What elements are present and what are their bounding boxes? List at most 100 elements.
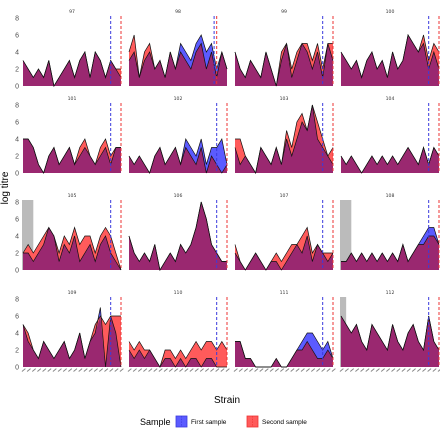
x-tick-label — [249, 368, 254, 372]
line-second-sample — [341, 235, 440, 263]
x-tick-label — [114, 368, 119, 372]
x-tick-label — [370, 368, 375, 372]
y-tick-label: 8 — [15, 199, 19, 206]
x-tick-label — [295, 368, 300, 372]
line-first-sample — [128, 34, 228, 78]
line-second-sample — [340, 34, 440, 79]
panel-strip-label: 98 — [175, 9, 181, 15]
x-tick-label — [98, 368, 104, 372]
line-second-sample — [23, 138, 121, 174]
area-overlap — [235, 341, 333, 367]
x-tick-label — [210, 368, 215, 372]
x-tick-label — [290, 368, 295, 372]
panel-strip-label: 99 — [281, 9, 287, 15]
area-overlap — [129, 350, 227, 367]
y-tick-label: 6 — [15, 216, 19, 223]
line-second-sample — [234, 226, 333, 271]
panel-99: 99 — [234, 9, 334, 87]
panel-strip-label: 110 — [174, 290, 183, 296]
x-tick-label — [57, 368, 62, 372]
area-overlap — [23, 227, 121, 270]
x-tick-label — [174, 368, 179, 372]
area-overlap — [341, 236, 439, 270]
x-tick-label — [52, 368, 57, 372]
panel-97: 97 0 2 4 6 8 — [15, 9, 122, 90]
panel-112: 112 — [339, 290, 440, 372]
panel-105: 105 0 2 4 6 8 — [15, 193, 122, 274]
y-tick-label: 0 — [15, 83, 19, 90]
y-tick-label: 4 — [15, 136, 19, 143]
area-overlap — [129, 202, 227, 270]
panel-110: 110 — [127, 290, 230, 372]
x-tick-label — [285, 368, 290, 372]
x-tick-label — [148, 368, 153, 372]
panel-strip-label: 107 — [280, 193, 289, 199]
y-tick-label: 8 — [15, 296, 19, 303]
x-tick-label — [316, 368, 321, 372]
x-tick-label — [168, 368, 173, 372]
legend-title: Sample — [140, 417, 171, 427]
y-tick-label: 4 — [15, 49, 19, 56]
legend: Sample First sample Second sample — [140, 415, 307, 428]
panel-strip-label: 100 — [386, 9, 395, 15]
line-second-sample — [22, 226, 122, 271]
x-tick-label — [26, 368, 31, 372]
panel-106: 106 — [128, 193, 228, 271]
x-tick-label — [83, 368, 88, 372]
y-axis-title: log titre — [0, 171, 11, 204]
x-tick-label — [88, 368, 93, 372]
panel-102: 102 — [128, 96, 228, 174]
line-first-sample — [23, 226, 122, 271]
panel-100: 100 — [340, 9, 440, 86]
x-tick-label — [31, 368, 37, 372]
area-overlap — [341, 316, 439, 367]
y-tick-label: 0 — [15, 267, 19, 274]
area-overlap — [341, 35, 439, 86]
panel-strip-label: 106 — [174, 193, 183, 199]
x-tick-label — [349, 368, 355, 372]
x-tick-label — [47, 368, 52, 372]
line-second-sample — [340, 315, 440, 352]
x-tick-label — [78, 368, 83, 372]
x-tick-label — [243, 368, 249, 372]
x-tick-label — [321, 368, 326, 372]
x-tick-label — [194, 368, 199, 372]
area-overlap — [235, 236, 333, 270]
x-tick-label — [305, 368, 310, 372]
x-tick-label — [158, 368, 163, 372]
x-tick-label — [259, 368, 264, 372]
x-tick-label — [375, 368, 380, 372]
x-tick-label — [109, 368, 114, 372]
panel-strip-label: 111 — [280, 290, 289, 296]
panel-strip-label: 108 — [386, 193, 395, 199]
y-tick-label: 2 — [15, 250, 19, 257]
x-tick-label — [21, 368, 26, 372]
x-tick-label — [422, 368, 427, 372]
panel-strip-label: 97 — [69, 9, 75, 15]
x-tick-label — [416, 368, 422, 372]
panel-103: 103 — [234, 96, 334, 174]
x-tick-label — [238, 368, 243, 372]
x-tick-label — [310, 368, 316, 372]
x-tick-label — [215, 368, 220, 372]
x-tick-label — [254, 368, 259, 372]
x-tick-label — [199, 368, 204, 372]
panel-98: 98 — [128, 9, 228, 86]
x-tick-label — [331, 368, 336, 372]
baseline-shade — [340, 200, 352, 270]
x-tick-label — [344, 368, 349, 372]
x-tick-label — [189, 368, 194, 372]
panel-strip-label: 102 — [174, 96, 183, 102]
panel-strip-label: 109 — [68, 290, 77, 296]
x-tick-label — [355, 368, 360, 372]
x-axis-title: Strain — [214, 395, 240, 406]
x-tick-label — [391, 368, 396, 372]
x-tick-label — [401, 368, 406, 372]
x-tick-label — [119, 368, 124, 372]
y-tick-label: 6 — [15, 119, 19, 126]
panel-strip-label: 103 — [280, 96, 289, 102]
x-tick-label — [163, 368, 168, 372]
y-tick-label: 4 — [15, 330, 19, 337]
line-second-sample — [235, 104, 334, 174]
